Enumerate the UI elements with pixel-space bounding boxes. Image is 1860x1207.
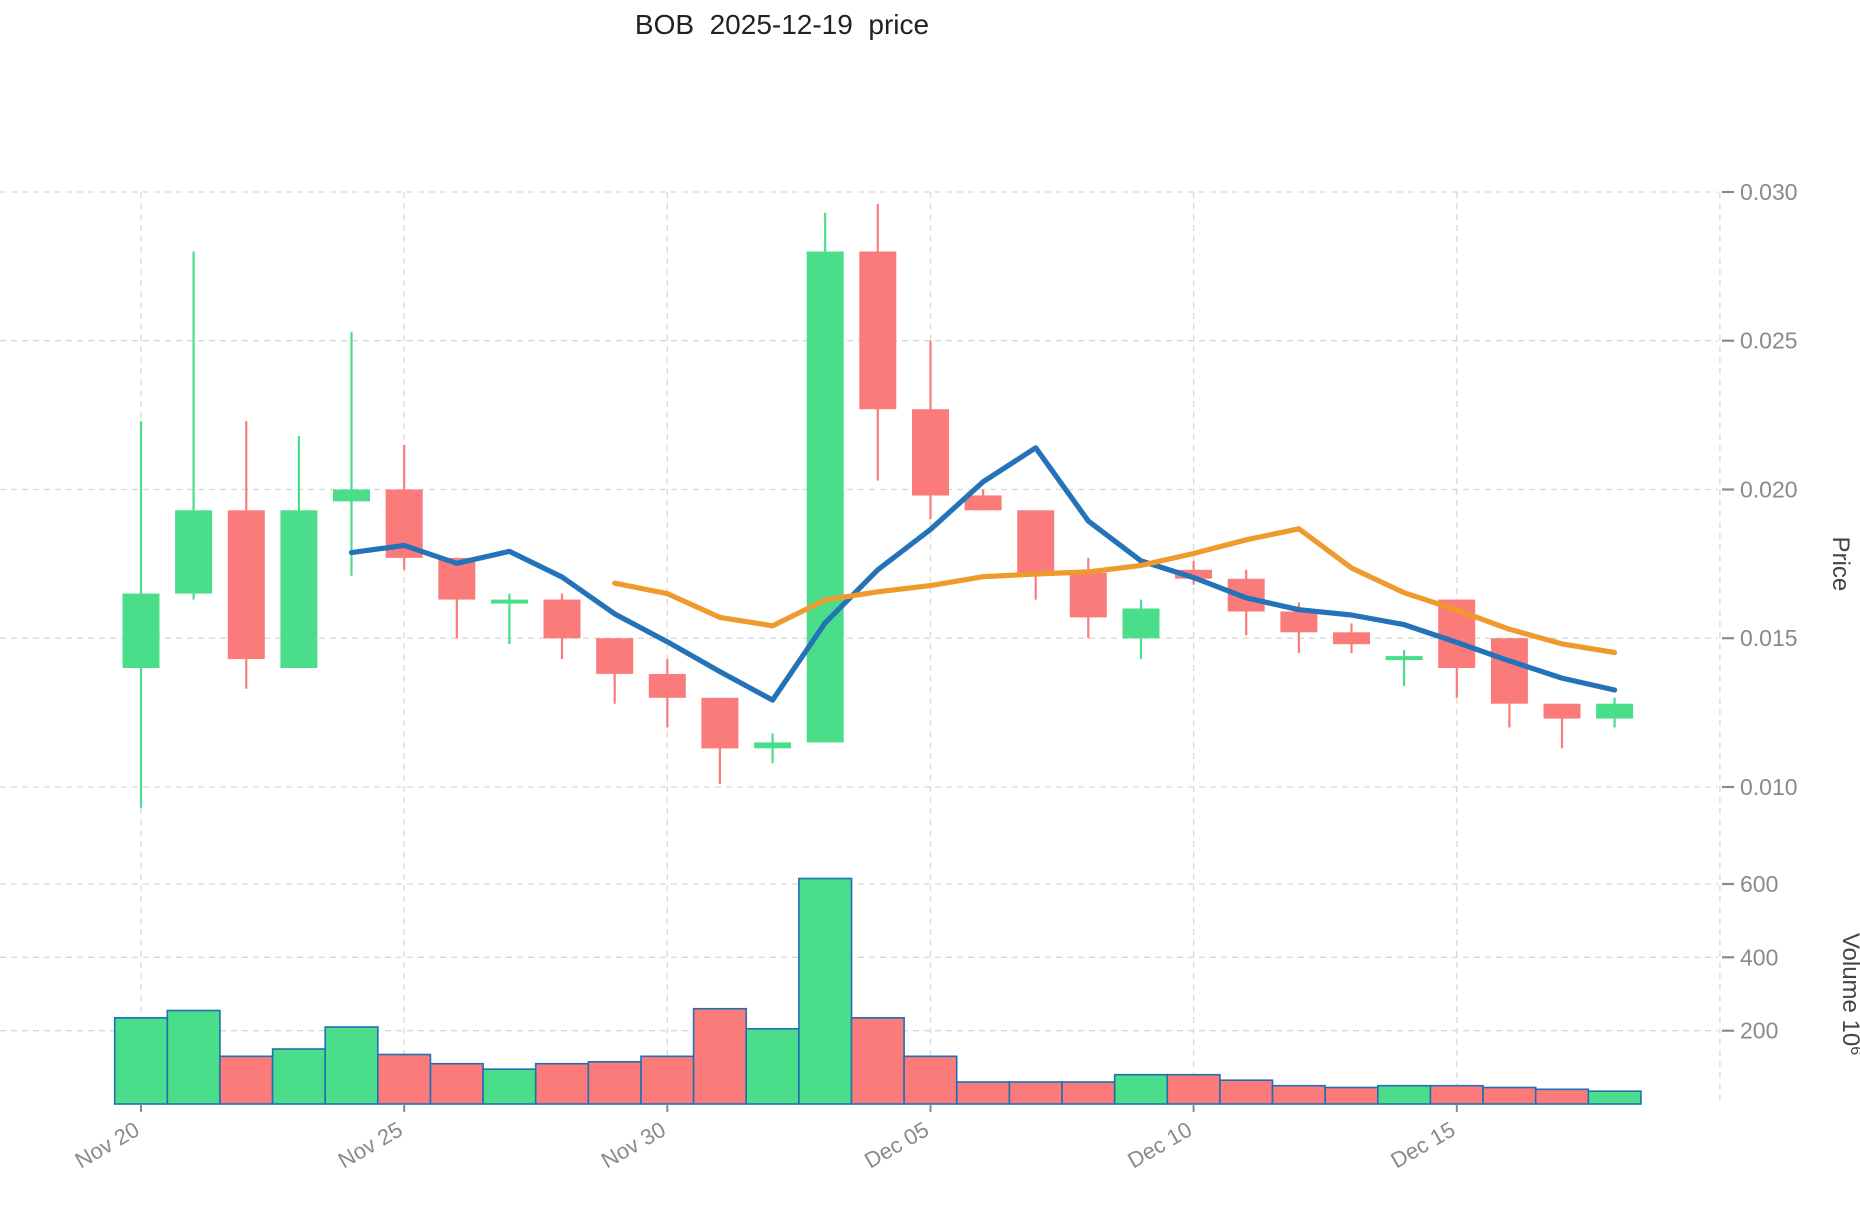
svg-text:Price: Price xyxy=(1827,537,1854,592)
svg-text:Dec 10: Dec 10 xyxy=(1123,1117,1196,1174)
svg-text:0.025: 0.025 xyxy=(1740,328,1798,354)
svg-text:0.015: 0.015 xyxy=(1740,625,1798,651)
svg-text:0.020: 0.020 xyxy=(1740,477,1798,503)
svg-text:Nov 25: Nov 25 xyxy=(334,1117,407,1174)
svg-text:0.030: 0.030 xyxy=(1740,179,1798,205)
svg-text:200: 200 xyxy=(1740,1018,1778,1044)
svg-text:Dec 15: Dec 15 xyxy=(1386,1117,1459,1174)
svg-text:Volume 106: Volume 106 xyxy=(1837,933,1860,1055)
svg-text:Nov 30: Nov 30 xyxy=(597,1117,670,1174)
svg-text:Nov 20: Nov 20 xyxy=(71,1117,144,1174)
svg-text:600: 600 xyxy=(1740,871,1778,897)
svg-text:Dec 05: Dec 05 xyxy=(860,1117,933,1174)
svg-text:0.010: 0.010 xyxy=(1740,774,1798,800)
svg-text:BOB 2025-12-19 price: BOB 2025-12-19 price xyxy=(635,9,929,40)
svg-text:400: 400 xyxy=(1740,944,1778,970)
